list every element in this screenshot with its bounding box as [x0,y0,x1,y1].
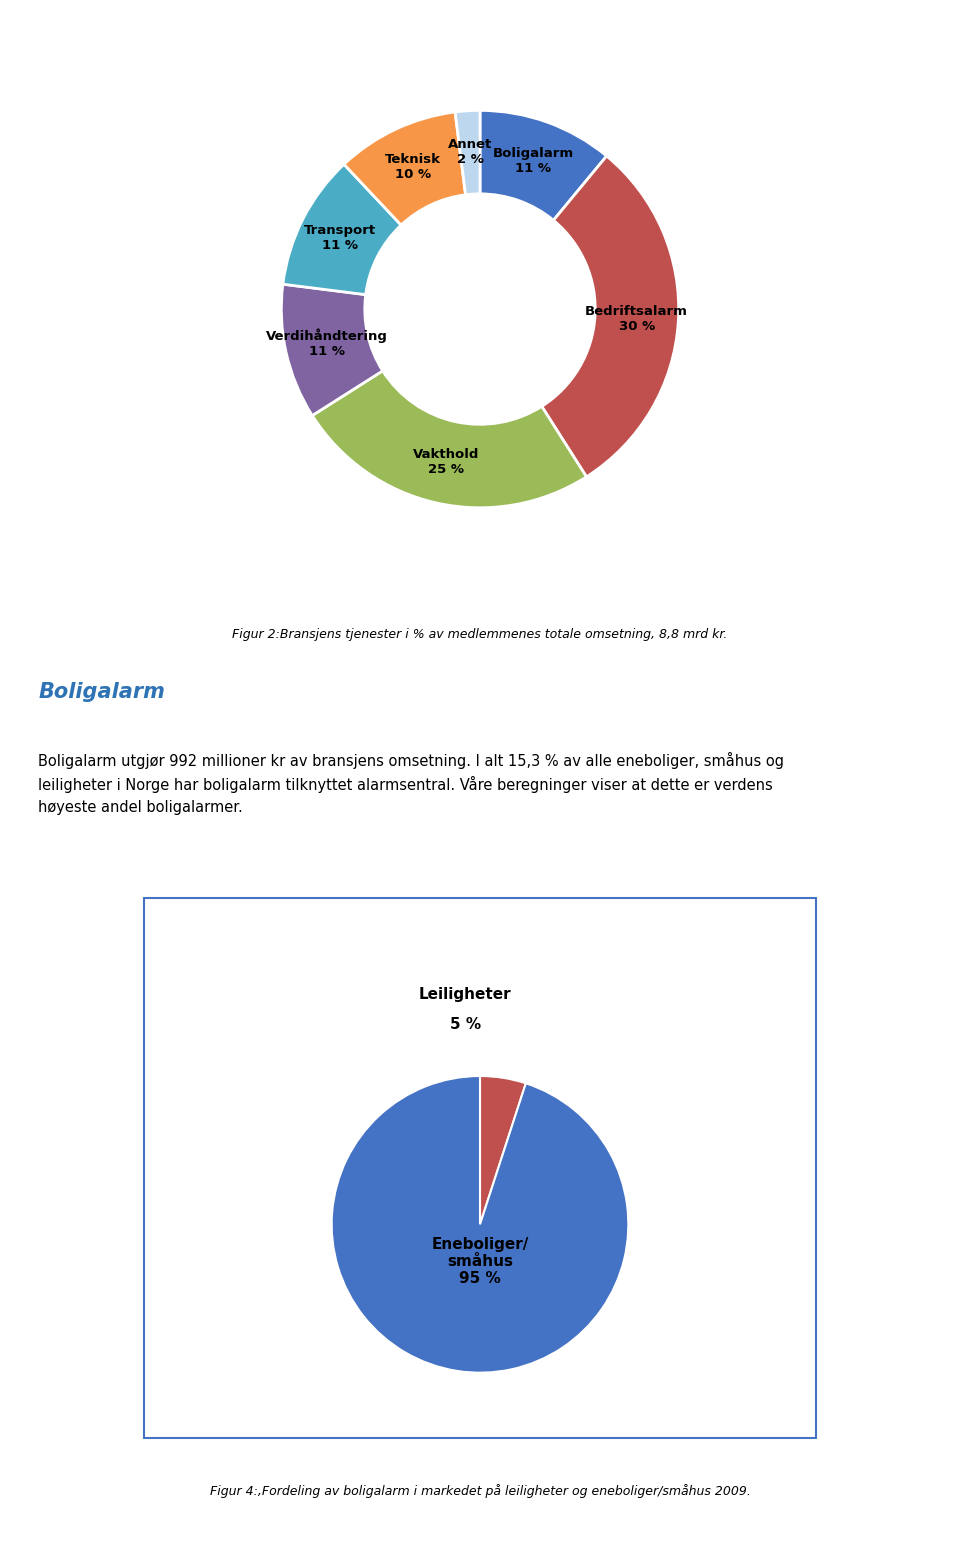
Text: Verdihåndtering
11 %: Verdihåndtering 11 % [266,328,388,357]
Text: Bedriftsalarm
30 %: Bedriftsalarm 30 % [586,305,688,333]
FancyBboxPatch shape [144,897,816,1437]
Wedge shape [541,156,679,476]
Text: Annet
2 %: Annet 2 % [448,138,492,167]
Wedge shape [281,285,383,416]
Text: Boligalarm
11 %: Boligalarm 11 % [492,147,574,175]
Text: Transport
11 %: Transport 11 % [304,224,376,252]
Text: Boligalarm utgjør 992 millioner kr av bransjens omsetning. I alt 15,3 % av alle : Boligalarm utgjør 992 millioner kr av br… [38,752,784,815]
Wedge shape [283,164,401,294]
Text: Boligalarm: Boligalarm [38,682,165,702]
Text: Teknisk
10 %: Teknisk 10 % [385,153,442,181]
Wedge shape [312,371,587,507]
Text: Figur 4:,Fordeling av boligalarm i markedet på leiligheter og eneboliger/småhus : Figur 4:,Fordeling av boligalarm i marke… [209,1484,751,1497]
Text: Figur 2:Bransjens tjenester i % av medlemmenes totale omsetning, 8,8 mrd kr.: Figur 2:Bransjens tjenester i % av medle… [232,628,728,642]
Wedge shape [455,110,480,195]
Wedge shape [480,110,607,220]
Text: Vakthold
25 %: Vakthold 25 % [413,449,479,476]
Wedge shape [344,111,466,224]
